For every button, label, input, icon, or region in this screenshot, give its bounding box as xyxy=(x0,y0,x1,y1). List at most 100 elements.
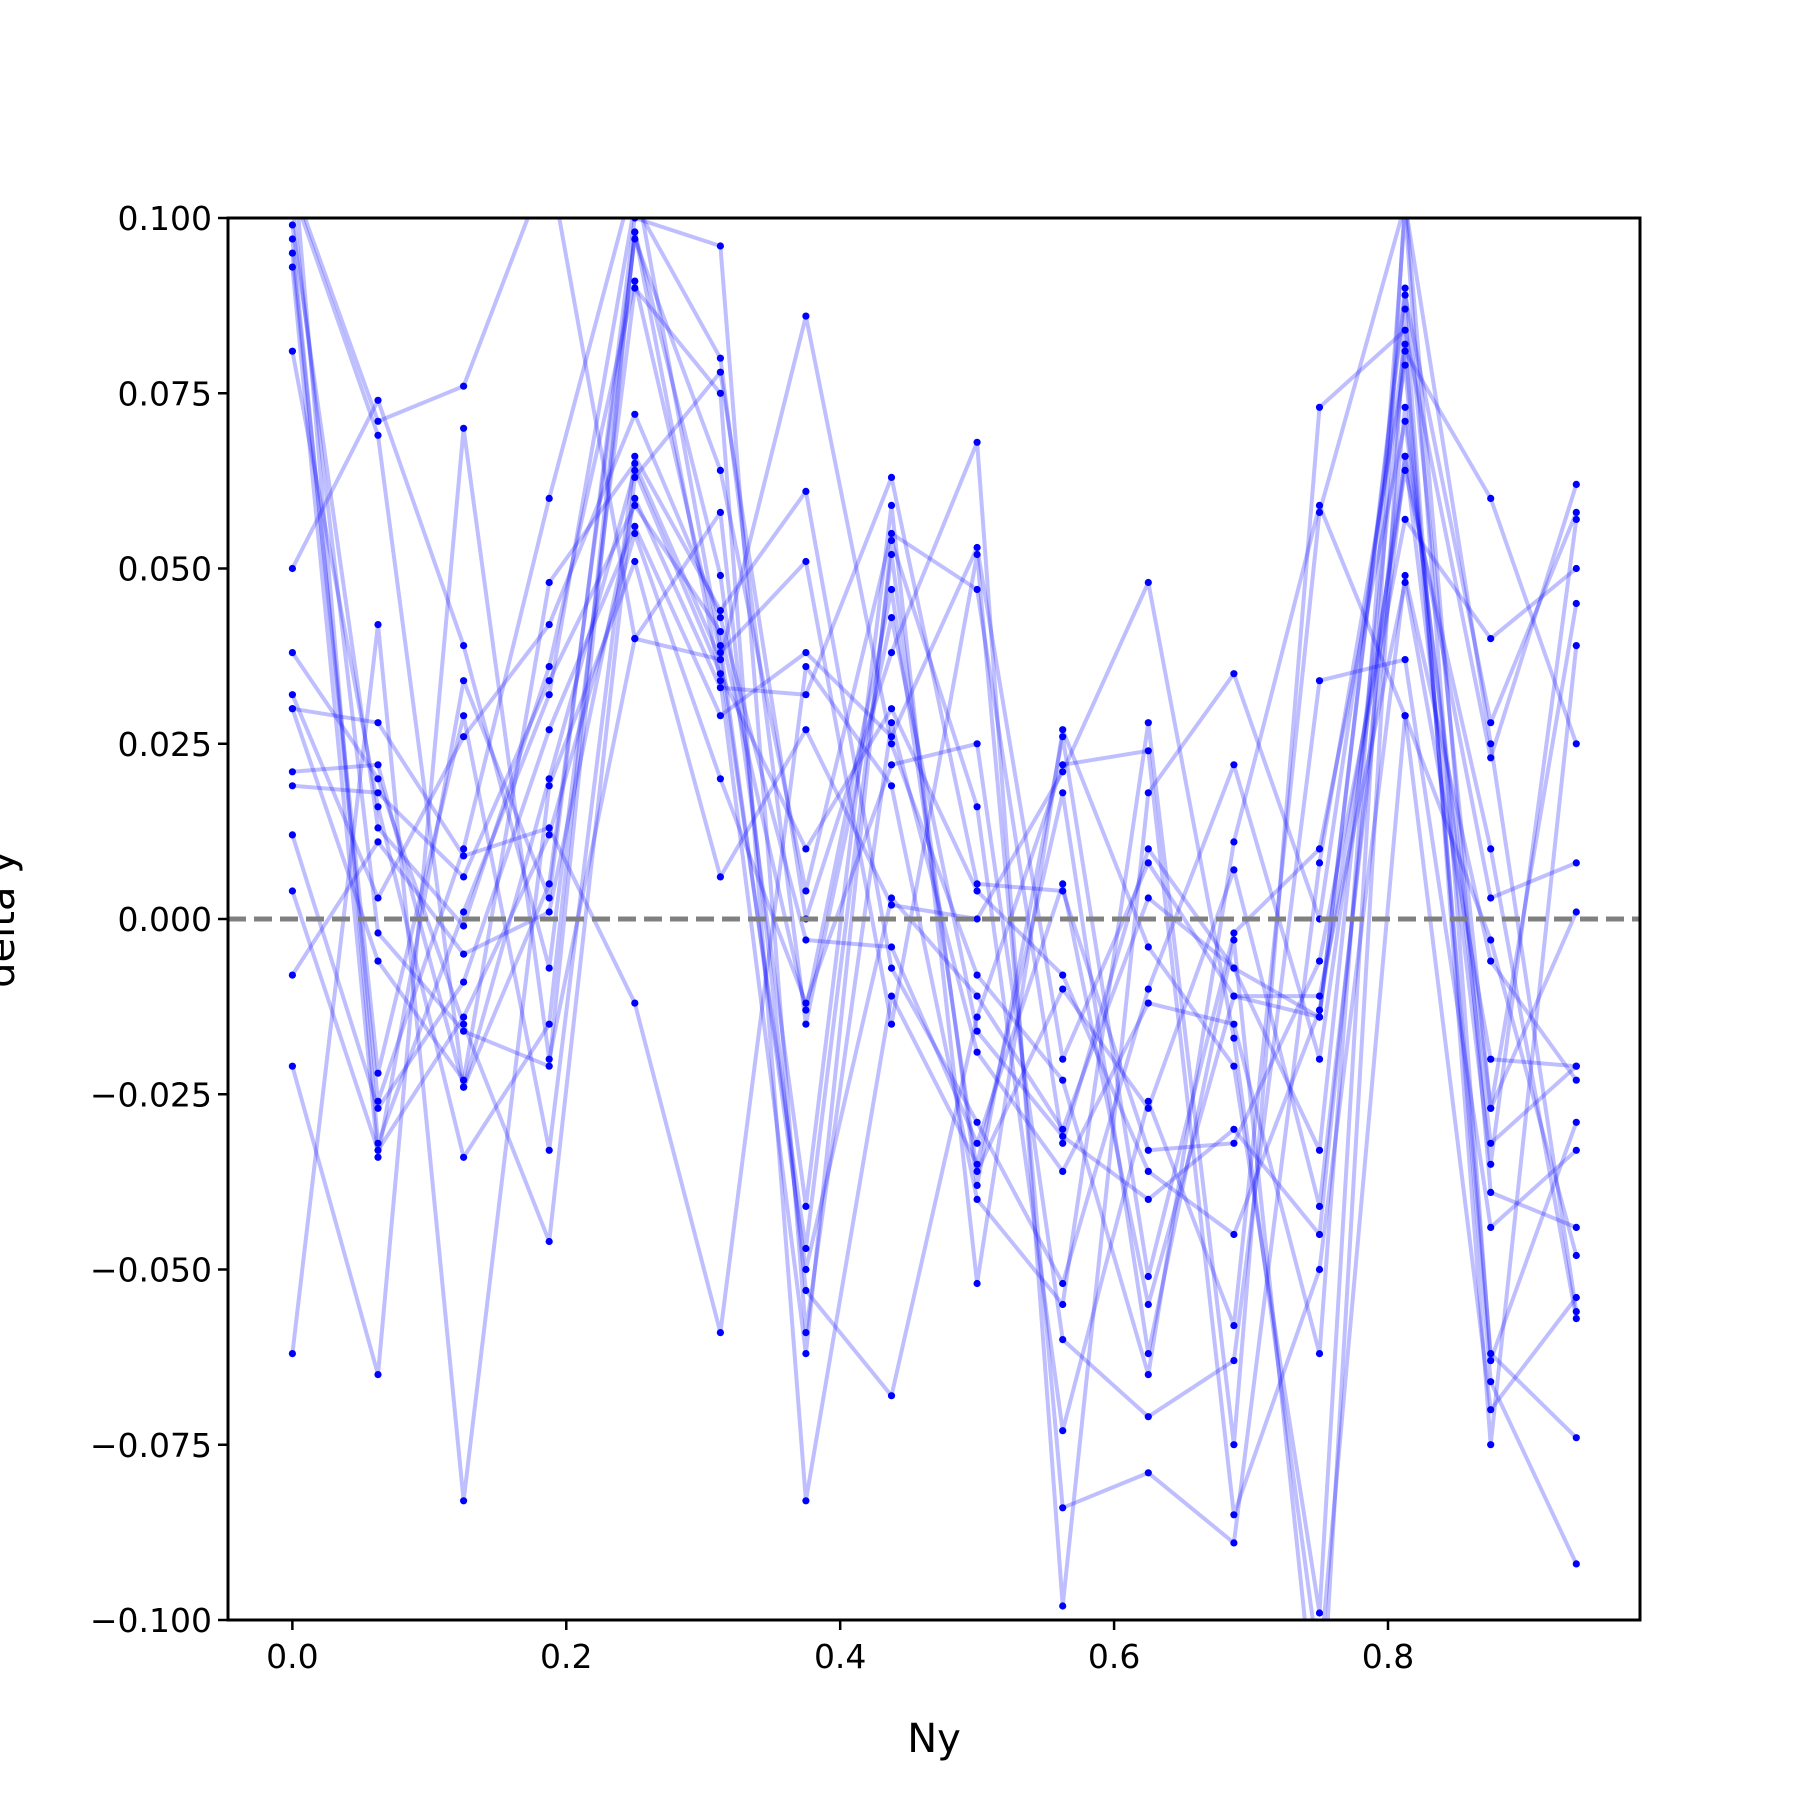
data-point xyxy=(973,887,981,895)
x-axis-ticks: 0.0 0.2 0.4 0.6 0.8 xyxy=(266,1620,1414,1676)
data-point xyxy=(1059,880,1067,888)
data-point xyxy=(460,845,468,853)
data-point xyxy=(1487,1378,1495,1386)
data-point xyxy=(716,466,725,474)
data-point xyxy=(1315,845,1324,853)
data-point xyxy=(1487,1406,1495,1414)
data-point xyxy=(802,1286,810,1295)
series-line-18 xyxy=(292,218,1578,1615)
data-point xyxy=(460,852,468,860)
data-point xyxy=(631,284,639,292)
data-point xyxy=(374,929,382,937)
data-point xyxy=(460,424,468,432)
data-point xyxy=(1315,501,1324,509)
data-point xyxy=(716,649,725,657)
data-point xyxy=(1144,943,1152,951)
data-point xyxy=(374,838,382,846)
series-line-15 xyxy=(302,218,1578,1412)
data-point xyxy=(973,438,981,446)
data-point xyxy=(1144,1167,1152,1175)
data-point xyxy=(288,782,296,790)
data-point xyxy=(1487,494,1495,502)
data-point xyxy=(1230,929,1238,937)
data-point xyxy=(460,922,468,930)
data-point xyxy=(1402,200,1409,207)
data-point xyxy=(1572,859,1580,867)
data-point xyxy=(973,1167,981,1175)
data-point xyxy=(545,782,553,790)
data-point xyxy=(1572,480,1580,488)
data-point xyxy=(802,312,810,320)
data-point xyxy=(1315,1202,1324,1210)
data-point xyxy=(1230,1139,1238,1147)
data-point xyxy=(1401,305,1409,313)
data-point xyxy=(545,677,553,685)
data-point xyxy=(716,873,725,881)
data-point xyxy=(887,501,896,509)
data-point xyxy=(1230,1357,1238,1365)
data-point xyxy=(887,473,896,481)
series-line-14 xyxy=(290,559,1579,1620)
data-point xyxy=(1487,1055,1495,1063)
data-point xyxy=(1487,1441,1495,1449)
data-point xyxy=(374,824,382,832)
data-point xyxy=(1059,1602,1067,1610)
data-point xyxy=(1401,466,1409,474)
data-point xyxy=(716,242,725,250)
data-point xyxy=(1144,578,1152,587)
data-point xyxy=(288,1350,296,1358)
data-point xyxy=(374,431,382,439)
data-point xyxy=(1487,1139,1495,1147)
data-point xyxy=(802,487,810,495)
data-point xyxy=(973,1118,981,1126)
data-point xyxy=(545,894,553,902)
data-point xyxy=(1401,712,1409,720)
data-point xyxy=(973,992,981,1000)
data-point xyxy=(545,1237,553,1246)
data-point xyxy=(1487,740,1495,748)
data-point xyxy=(631,228,639,236)
data-point xyxy=(1487,754,1495,762)
data-point xyxy=(460,677,468,685)
series-line-4 xyxy=(290,286,1579,1620)
data-point xyxy=(1230,838,1238,846)
data-point xyxy=(545,1020,553,1028)
data-point xyxy=(887,550,896,559)
data-point xyxy=(802,663,810,671)
data-point xyxy=(460,1076,468,1084)
data-point xyxy=(1572,740,1580,748)
x-tick-label: 0.8 xyxy=(1362,1637,1414,1676)
data-point xyxy=(631,501,639,509)
data-point xyxy=(1315,1055,1324,1063)
data-point xyxy=(1572,1293,1580,1302)
data-point xyxy=(1487,635,1495,643)
data-point xyxy=(1230,1511,1238,1519)
data-point xyxy=(1144,1371,1152,1379)
data-point xyxy=(1572,1118,1580,1126)
data-point xyxy=(1144,789,1152,797)
data-point xyxy=(973,803,981,811)
data-point xyxy=(1487,1160,1495,1168)
data-point xyxy=(460,978,468,986)
data-point xyxy=(1401,347,1409,355)
data-point xyxy=(545,964,553,972)
data-point xyxy=(1315,508,1324,516)
data-point xyxy=(887,733,896,741)
x-tick-label: 0.2 xyxy=(540,1637,592,1676)
data-point xyxy=(1401,284,1409,292)
data-point xyxy=(545,663,553,671)
series-line-11 xyxy=(290,531,1578,1419)
data-point xyxy=(374,803,382,811)
data-point xyxy=(1144,1350,1152,1358)
data-point xyxy=(545,775,553,783)
data-point xyxy=(1059,789,1067,797)
data-point xyxy=(1059,887,1067,895)
data-point xyxy=(631,466,639,474)
data-point xyxy=(1230,992,1238,1000)
data-point xyxy=(973,1048,981,1056)
data-point xyxy=(374,1153,382,1161)
data-point xyxy=(1230,936,1238,944)
series-line-6 xyxy=(290,293,1579,1307)
y-tick-label: −0.100 xyxy=(90,1601,212,1640)
data-point xyxy=(631,172,638,179)
